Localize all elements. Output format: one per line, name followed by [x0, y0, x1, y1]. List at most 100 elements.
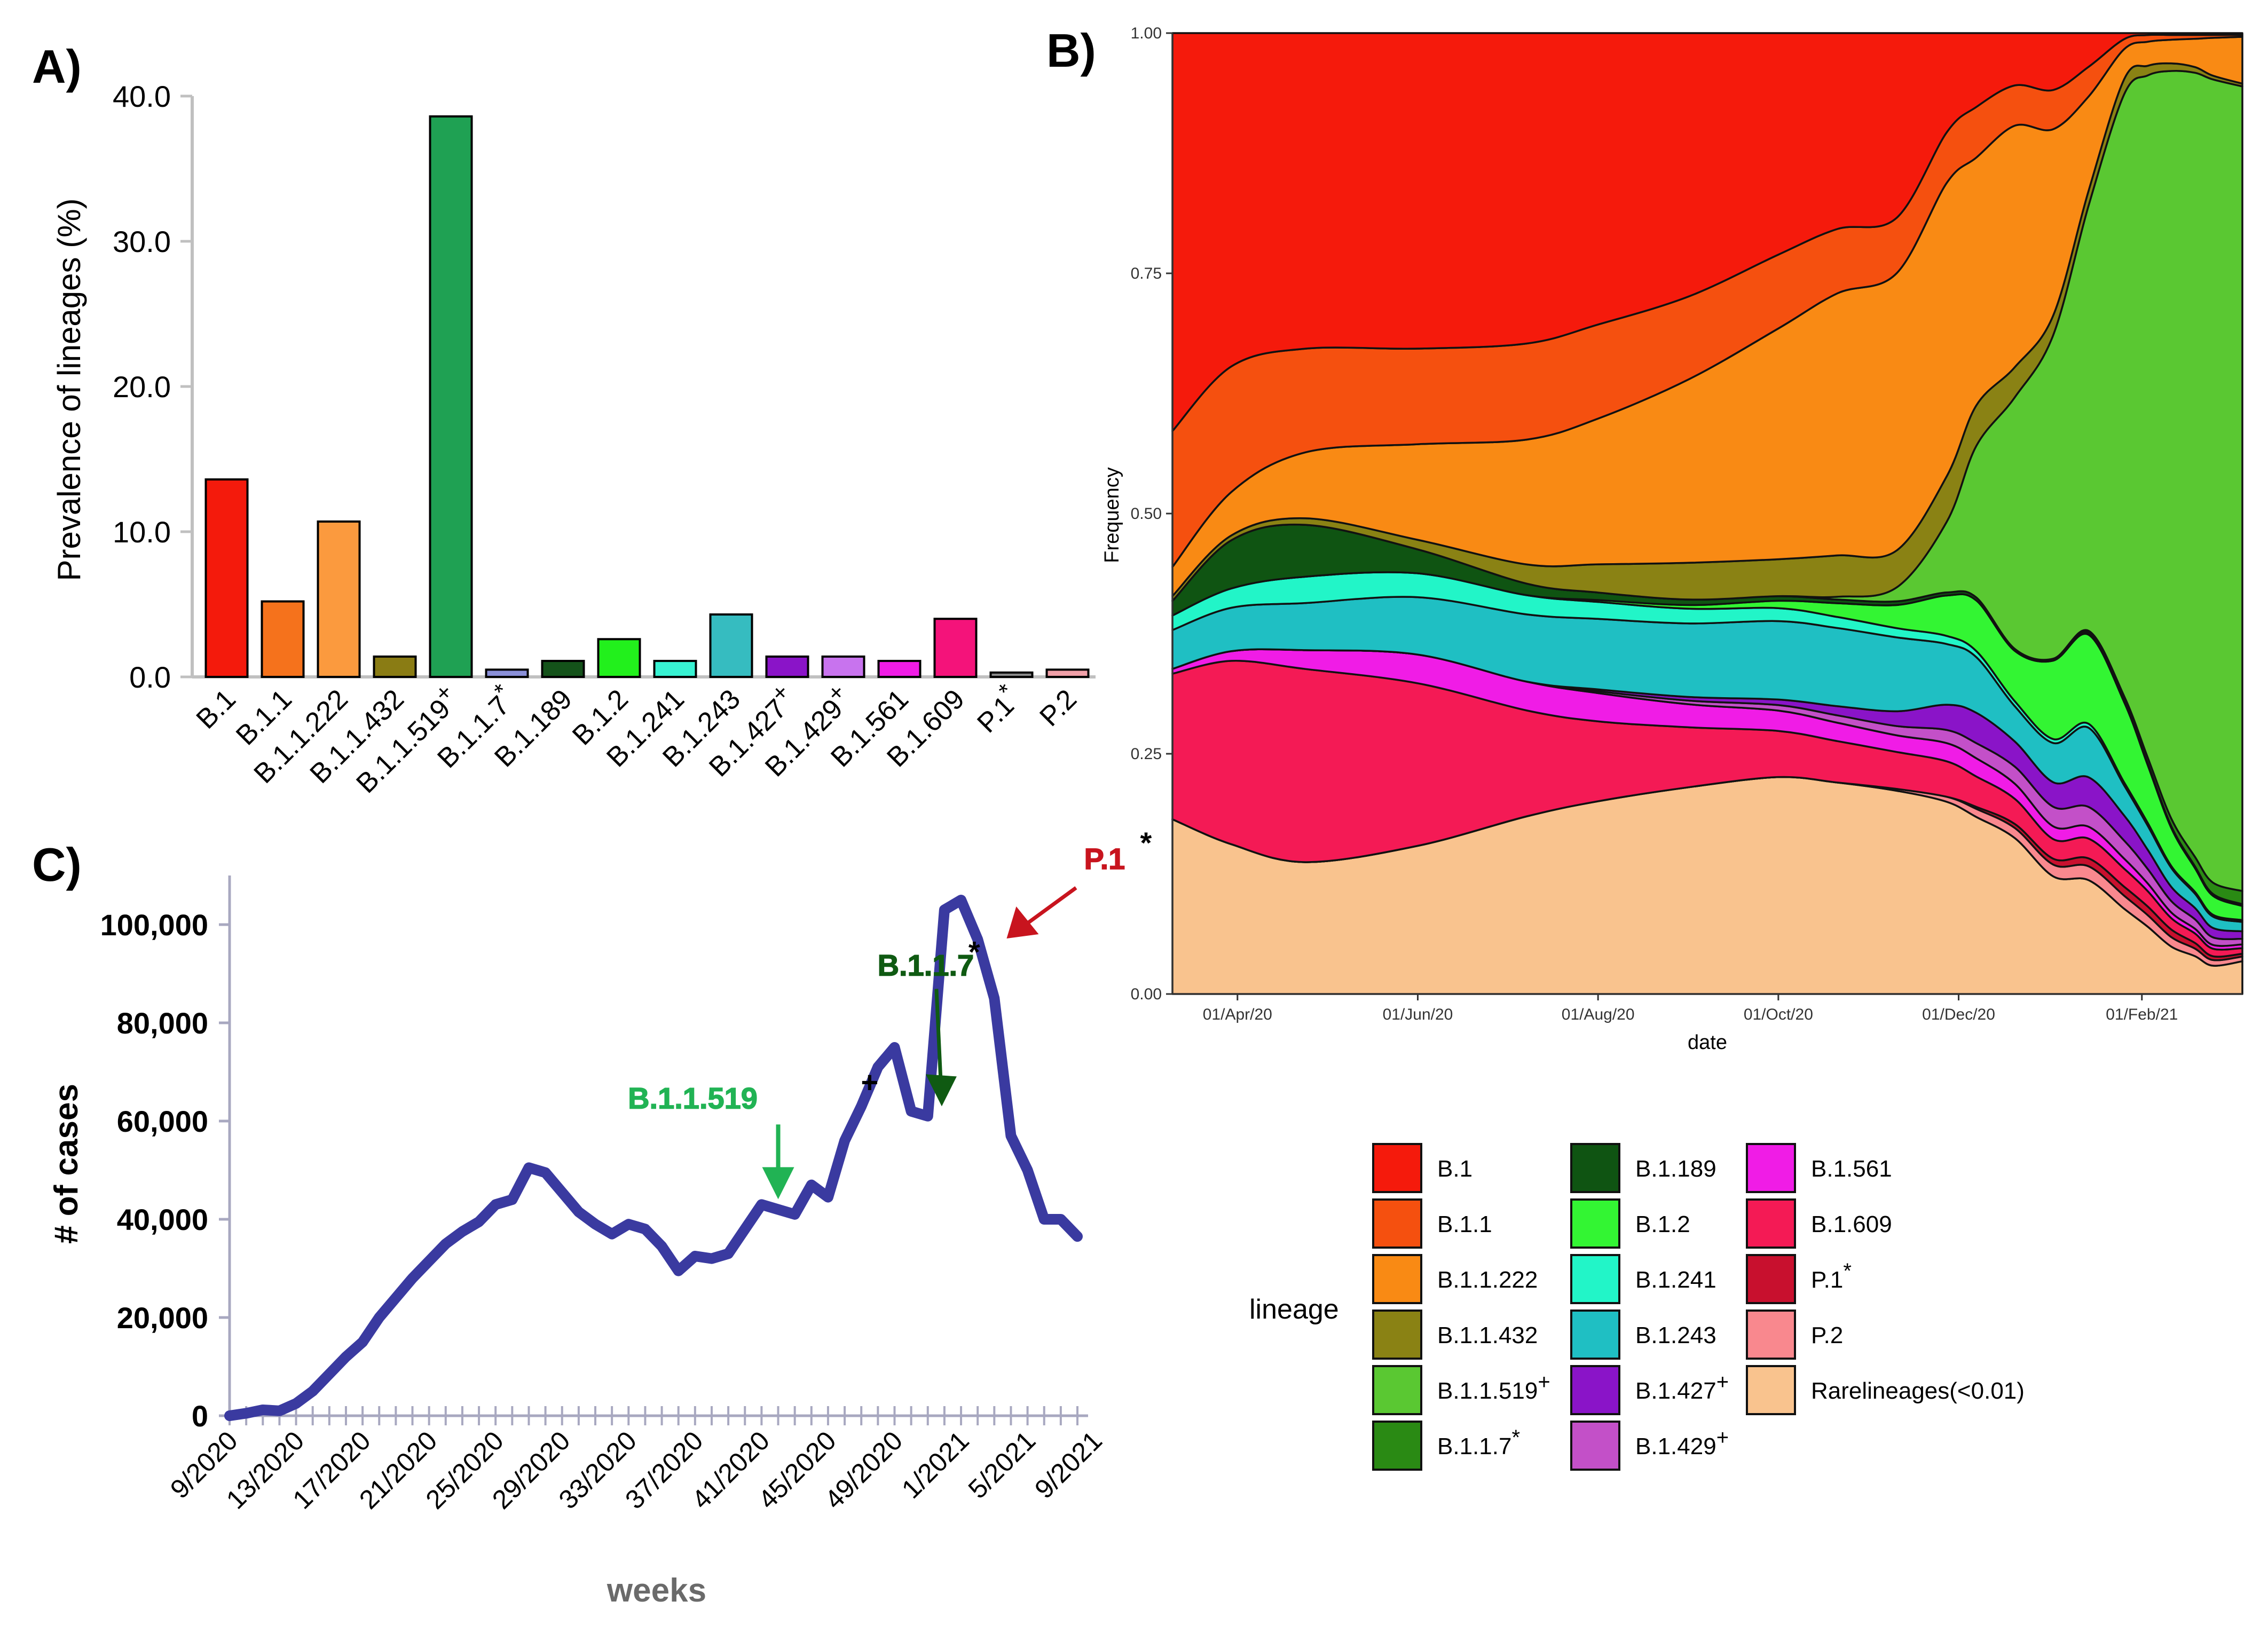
panel-c-x-tick-label: 5/2021 — [963, 1425, 1042, 1504]
legend-swatch — [1746, 1365, 1796, 1415]
panel-a-y-tick-label: 20.0 — [113, 370, 171, 404]
panel-a-bar — [989, 671, 1034, 678]
panel-a-bar — [373, 655, 417, 679]
legend-label: B.1 — [1437, 1156, 1472, 1182]
legend-label: B.1.1.519+ — [1437, 1370, 1550, 1404]
panel-a-bar — [317, 520, 361, 679]
panel-b-area-chart: B) 0.00 0.25 0.50 0.75 1.00 01/Apr/20 01/Jun/2… — [1046, 24, 2243, 1054]
annotation-label: P.1 — [1084, 842, 1125, 875]
panel-c-y-tick-label: 0 — [192, 1399, 208, 1433]
legend-swatch — [1372, 1421, 1422, 1471]
panel-b-y-tick-label: 0.00 — [1131, 985, 1162, 1003]
panel-b-x-tick-label: 01/Aug/20 — [1562, 1006, 1635, 1023]
panel-a-category-label: P.1* — [966, 679, 1027, 739]
legend-label: B.1.1.222 — [1437, 1267, 1538, 1293]
panel-b-y-axis-title: Frequency — [1101, 467, 1123, 563]
legend-title: lineage — [1249, 1294, 1339, 1325]
panel-b-y-tick-label: 0.50 — [1131, 505, 1162, 523]
panel-a-bar — [485, 668, 529, 679]
legend-swatch — [1746, 1143, 1796, 1193]
panel-b-x-axis-title: date — [1688, 1031, 1727, 1054]
legend-swatch — [1570, 1254, 1620, 1304]
legend-label: B.1.189 — [1635, 1156, 1716, 1182]
legend-label: B.1.429+ — [1635, 1426, 1729, 1460]
legend-swatch — [1746, 1254, 1796, 1304]
panel-a-y-tick-label: 10.0 — [113, 515, 171, 549]
annotation-label: B.1.1.519 — [628, 1081, 758, 1115]
legend-swatch — [1372, 1198, 1422, 1249]
legend-label: B.1.561 — [1811, 1156, 1892, 1182]
annotation-mark: * — [1140, 826, 1152, 859]
panel-c-y-tick-label: 80,000 — [117, 1006, 208, 1040]
panel-a-bar — [709, 613, 753, 679]
panel-c-y-axis-title: # of cases — [48, 1084, 85, 1244]
legend-swatch — [1570, 1421, 1620, 1471]
panel-a-bars — [204, 115, 1090, 679]
panel-b-stacked-areas — [1171, 32, 2243, 995]
panel-a-bar — [765, 655, 809, 679]
panel-b-axes: 0.00 0.25 0.50 0.75 1.00 01/Apr/20 01/Jun/20 01… — [1131, 25, 2242, 1023]
panel-b-x-tick-label: 01/Oct/20 — [1744, 1006, 1813, 1023]
panel-c-y-tick-label: 100,000 — [100, 908, 208, 942]
panel-a-y-tick-label: 0.0 — [129, 660, 171, 694]
annotation-mark: * — [968, 935, 980, 968]
legend-items: B.1 B.1.1 B.1.1.222 B.1.1.432 B.1.1.519+ B.1.… — [1372, 1143, 2025, 1471]
panel-a-bar — [541, 660, 585, 678]
panel-a-bar — [877, 660, 922, 678]
panel-c-annotations: B.1.1.519 +B.1.1.7*P.1 * — [627, 826, 1152, 1200]
annotation-mark: + — [861, 1065, 879, 1099]
panel-b-x-tick-label: 01/Jun/20 — [1383, 1006, 1453, 1023]
panel-a-label: A) — [32, 40, 82, 93]
annotation-arrow-head — [925, 1074, 957, 1107]
panel-b-y-tick-label: 1.00 — [1131, 25, 1162, 42]
legend-swatch — [1746, 1310, 1796, 1360]
legend-label: B.1.241 — [1635, 1267, 1716, 1293]
panel-c-y-tick-label: 20,000 — [117, 1301, 208, 1335]
panel-a-bar — [597, 638, 641, 679]
panel-b-y-tick-label: 0.25 — [1131, 745, 1162, 763]
legend-label: P.2 — [1811, 1322, 1843, 1348]
legend-label: B.1.1.432 — [1437, 1322, 1538, 1348]
panel-c-label: C) — [32, 838, 82, 891]
panel-a-bar — [1045, 668, 1090, 679]
panel-a-bar — [933, 618, 978, 678]
legend-swatch — [1570, 1198, 1620, 1249]
panel-a-bar — [429, 115, 473, 679]
panel-b-x-tick-label: 01/Dec/20 — [1922, 1006, 1995, 1023]
annotation-arrow-shaft — [1021, 886, 1077, 928]
panel-b-legend: lineage B.1 B.1.1 B.1.1.222 B.1.1.432 B.1.1.… — [1249, 1143, 2025, 1471]
annotation-label: B.1.1.7 — [878, 948, 974, 982]
panel-a-category-label: P.2 — [1034, 683, 1083, 732]
legend-label: P.1* — [1811, 1259, 1852, 1293]
annotation-arrow-head — [1006, 906, 1039, 938]
legend-swatch — [1372, 1254, 1422, 1304]
panel-c-x-tick-label: 9/2021 — [1029, 1425, 1108, 1504]
panel-a-y-axis-title: Prevalence of lineages (%) — [51, 198, 87, 581]
panel-b-label: B) — [1046, 24, 1096, 77]
legend-label: B.1.427+ — [1635, 1370, 1729, 1404]
legend-label: Rarelineages(<0.01) — [1811, 1378, 2025, 1404]
panel-c-y-tick-label: 40,000 — [117, 1203, 208, 1236]
panel-c-y-tick-label: 60,000 — [117, 1105, 208, 1138]
legend-swatch — [1746, 1198, 1796, 1249]
panel-b-area-layer — [1171, 32, 2243, 432]
legend-label: B.1.1.7* — [1437, 1426, 1520, 1460]
panel-b-x-tick-label: 01/Apr/20 — [1203, 1006, 1272, 1023]
panel-a-bar — [653, 660, 697, 678]
panel-a-bar-chart: A) 0.0 10.0 20.0 30.0 40.0 B.1B.1.1B.1.1.222… — [32, 40, 1096, 799]
panel-c-line-chart: C) 0 20,000 40,000 60,000 80,000 100,000 9/202… — [32, 826, 1152, 1609]
panel-a-bar — [821, 655, 865, 679]
legend-swatch — [1570, 1365, 1620, 1415]
panel-a-y-tick-label: 40.0 — [113, 80, 171, 113]
panel-a-y-tick-label: 30.0 — [113, 225, 171, 258]
legend-swatch — [1570, 1310, 1620, 1360]
legend-label: B.1.243 — [1635, 1322, 1716, 1348]
panel-a-y-ticks: 0.0 10.0 20.0 30.0 40.0 — [113, 80, 192, 694]
legend-label: B.1.1 — [1437, 1211, 1492, 1237]
legend-swatch — [1372, 1365, 1422, 1415]
panel-a-bar — [204, 478, 249, 679]
legend-label: B.1.609 — [1811, 1211, 1892, 1237]
annotation-arrow-shaft — [934, 989, 943, 1080]
panel-c-x-tick-label: 1/2021 — [896, 1425, 975, 1504]
